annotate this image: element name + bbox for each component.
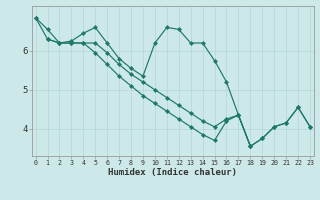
X-axis label: Humidex (Indice chaleur): Humidex (Indice chaleur) [108, 168, 237, 177]
